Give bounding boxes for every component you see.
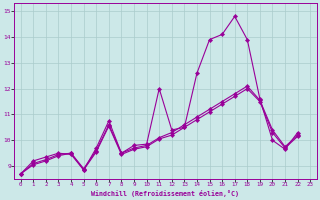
X-axis label: Windchill (Refroidissement éolien,°C): Windchill (Refroidissement éolien,°C) xyxy=(92,190,239,197)
